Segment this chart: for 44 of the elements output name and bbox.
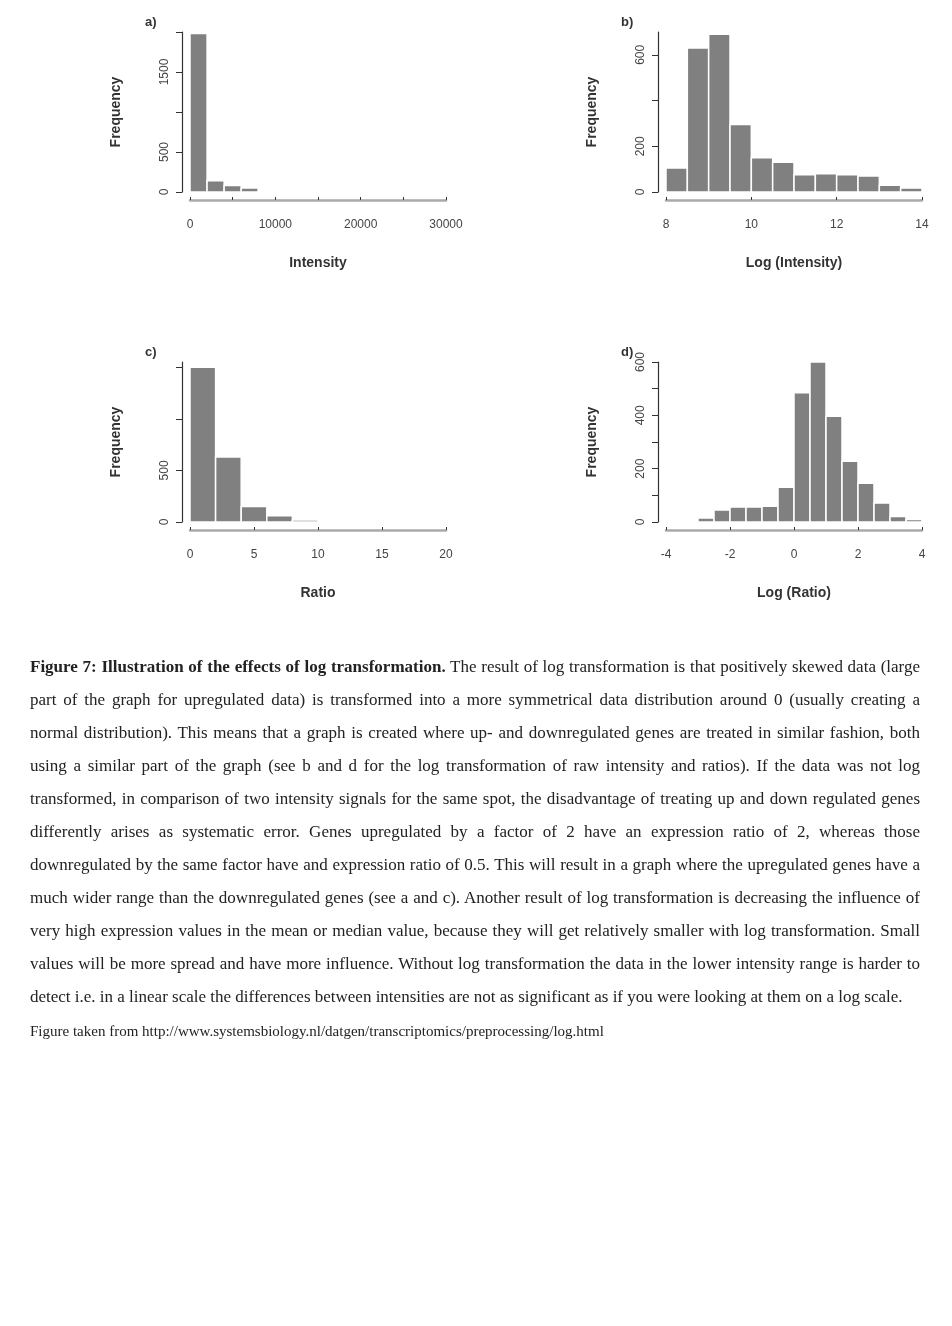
text: Figure taken from http://www.systemsbiology.nl/datgen/transcriptomics/preprocessing/log.html [30,1022,605,1041]
x-tick-label: -2 [724,547,736,561]
x-tick-label: 20000 [343,217,378,231]
x-axis-title: Log (Ratio) [757,584,831,600]
y-axis-title: Frequency [107,76,123,148]
x-tick-label: 0 [186,547,194,561]
x-tick-label: 14 [915,217,929,231]
x-tick-label: 5 [250,547,258,561]
y-axis-title: Frequency [583,406,599,478]
x-axis-title: Log (Intensity) [745,254,843,270]
chart-title: a) [145,14,157,29]
y-tick-label: 0 [157,188,171,196]
x-tick-label: -4 [660,547,672,561]
y-tick-label: 600 [633,44,647,65]
y-tick-label: 1500 [157,58,171,86]
y-tick-label: 500 [157,141,171,163]
x-tick-label: 0 [790,547,798,561]
x-tick-label: 4 [918,547,926,561]
x-tick-label: 15 [375,547,389,561]
x-axis-title: Ratio [300,584,336,600]
y-tick-label: 0 [633,188,647,196]
x-tick-label: 30000 [429,217,464,231]
y-tick-label: 400 [633,405,647,426]
y-tick-label: 600 [633,351,647,373]
x-tick-label: 10000 [258,217,293,231]
y-tick-label: 0 [633,518,647,526]
caption: Figure 7: Illustration of the effects of log transformation. [30,657,446,676]
y-axis-title: Frequency [107,406,123,478]
x-tick-label: 8 [662,217,670,231]
y-tick-label: 200 [633,135,647,157]
x-tick-label: 2 [854,547,862,561]
x-tick-label: 20 [439,547,453,561]
chart-title: b) [621,14,634,29]
x-axis-title: Intensity [289,254,347,270]
chart-title: c) [145,344,157,359]
y-axis-title: Frequency [583,76,599,148]
x-tick-label: 10 [311,547,325,561]
y-tick-label: 500 [157,460,171,481]
y-tick-label: 200 [633,458,647,479]
chart-title: d) [621,344,634,359]
y-tick-label: 0 [157,518,171,526]
x-tick-label: 12 [829,217,844,231]
x-tick-label: 10 [744,217,759,231]
x-tick-label: 0 [186,217,194,231]
